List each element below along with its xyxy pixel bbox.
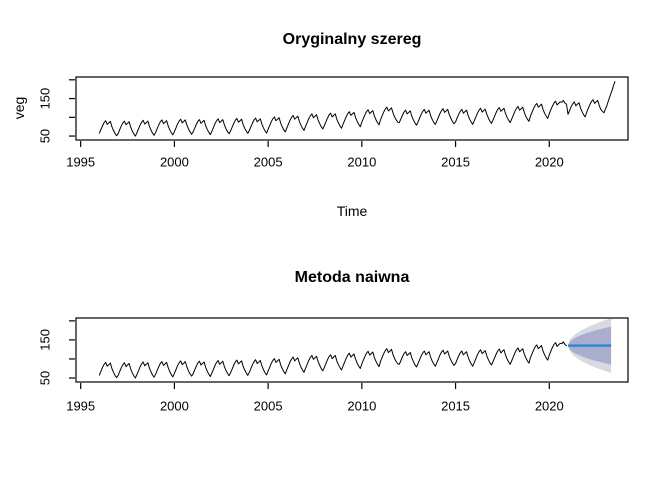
chart1-series-line [98, 81, 616, 137]
chart1-x-tick-label: 2000 [160, 154, 189, 169]
chart2-plot-box [75, 317, 629, 383]
chart1-y-tick-label: 150 [37, 88, 52, 110]
chart2-x-tick-label: 2015 [441, 398, 470, 413]
chart1-x-tick-label: 2005 [254, 154, 283, 169]
chart1-x-tick-label: 1995 [66, 154, 95, 169]
chart2-x-tick-label: 2000 [160, 398, 189, 413]
chart1-x-tick-label: 2015 [441, 154, 470, 169]
chart2-y-tick-label: 150 [37, 329, 52, 351]
chart2-y-tick-label: 50 [37, 371, 52, 385]
chart2-x-tick-label: 1995 [66, 398, 95, 413]
chart2-x-tick-label: 2005 [254, 398, 283, 413]
chart1-x-axis-label: Time [336, 203, 368, 219]
chart2-title: Metoda naiwna [294, 269, 410, 286]
chart1-y-tick-label: 50 [37, 129, 52, 143]
chart2-x-tick-label: 2010 [347, 398, 376, 413]
chart1-x-tick-label: 2020 [535, 154, 564, 169]
chart1-plot-box [75, 76, 629, 141]
chart2-series-line [98, 341, 567, 379]
chart1-x-tick-label: 2010 [347, 154, 376, 169]
chart2-x-tick-label: 2020 [535, 398, 564, 413]
chart1-title: Oryginalny szereg [282, 31, 422, 48]
